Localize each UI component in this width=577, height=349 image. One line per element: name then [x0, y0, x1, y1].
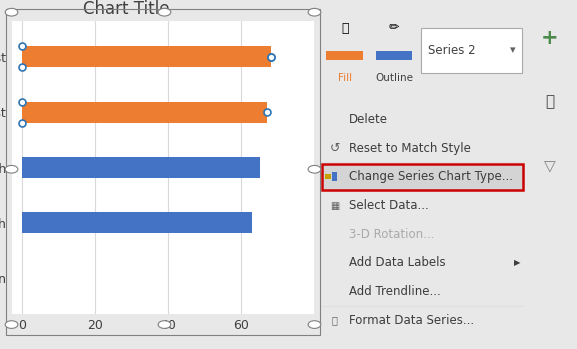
Text: Add Trendline...: Add Trendline... [349, 285, 441, 298]
Bar [23, 102, 267, 123]
Text: Fill: Fill [338, 73, 352, 83]
Text: ▦: ▦ [330, 201, 339, 210]
Bar [323, 164, 523, 190]
Text: 📊: 📊 [332, 315, 338, 325]
Text: Format Data Series...: Format Data Series... [349, 314, 474, 327]
Text: 3-D Rotation...: 3-D Rotation... [349, 228, 434, 241]
Text: +: + [541, 28, 559, 47]
Bar [421, 28, 522, 73]
Bar [325, 174, 331, 179]
Text: Reset to Match Style: Reset to Match Style [349, 142, 471, 155]
Bar [332, 172, 337, 181]
Text: ▾: ▾ [510, 46, 516, 55]
Text: Change Series Chart Type...: Change Series Chart Type... [349, 170, 513, 183]
Bar [327, 51, 364, 60]
Text: ✏: ✏ [389, 22, 399, 35]
Text: Outline: Outline [375, 73, 413, 83]
Text: Add Data Labels: Add Data Labels [349, 257, 445, 269]
Bar [23, 46, 271, 67]
Text: 🖌: 🖌 [545, 95, 554, 110]
Text: Delete: Delete [349, 113, 388, 126]
Bar [376, 51, 413, 60]
Text: Series 2: Series 2 [428, 44, 475, 57]
Text: ▽: ▽ [544, 159, 556, 174]
Text: ▶: ▶ [514, 258, 520, 267]
Text: 🪣: 🪣 [341, 22, 349, 35]
Text: ↺: ↺ [329, 142, 340, 155]
Bar [323, 164, 523, 190]
Title: Chart Title: Chart Title [84, 0, 170, 18]
Bar [23, 157, 260, 178]
Text: Select Data...: Select Data... [349, 199, 429, 212]
Bar [23, 212, 252, 233]
